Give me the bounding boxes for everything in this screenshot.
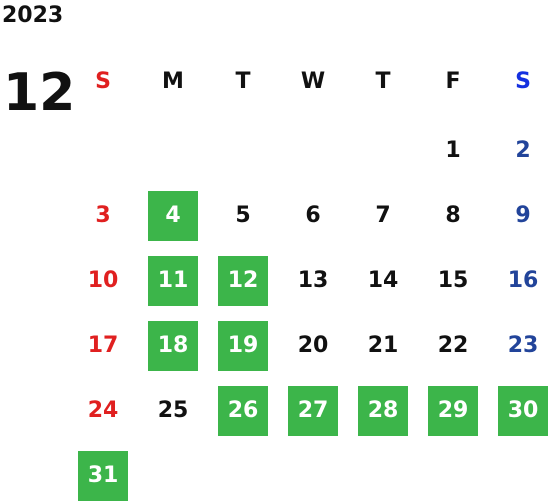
day: 16 [507, 268, 539, 293]
day: 13 [297, 268, 329, 293]
highlighted-day: 31 [78, 451, 128, 501]
day: 20 [297, 333, 329, 358]
day: 2 [515, 138, 531, 163]
month: 12 [3, 63, 76, 123]
weekday-label: T [235, 69, 251, 94]
weekday-label: T [375, 69, 391, 94]
day: 21 [367, 333, 399, 358]
day: 5 [235, 203, 251, 228]
highlighted-day: 18 [148, 321, 198, 371]
day: 3 [95, 203, 111, 228]
weekday-label: F [445, 69, 461, 94]
highlighted-day: 28 [358, 386, 408, 436]
highlighted-day: 29 [428, 386, 478, 436]
day: 17 [87, 333, 119, 358]
day: 25 [157, 398, 189, 423]
weekday-label: M [162, 69, 184, 94]
day: 10 [87, 268, 119, 293]
day: 15 [437, 268, 469, 293]
day: 1 [445, 138, 461, 163]
day: 6 [305, 203, 321, 228]
day: 9 [515, 203, 531, 228]
day: 7 [375, 203, 391, 228]
year: 2023 [2, 3, 64, 28]
day: 14 [367, 268, 399, 293]
weekday-label: W [300, 69, 326, 94]
day: 24 [87, 398, 119, 423]
highlighted-day: 11 [148, 256, 198, 306]
highlighted-day: 27 [288, 386, 338, 436]
day: 23 [507, 333, 539, 358]
weekday-label: S [95, 69, 111, 94]
day: 22 [437, 333, 469, 358]
weekday-label: S [515, 69, 531, 94]
highlighted-day: 12 [218, 256, 268, 306]
highlighted-day: 26 [218, 386, 268, 436]
highlighted-day: 19 [218, 321, 268, 371]
highlighted-day: 30 [498, 386, 548, 436]
highlighted-day: 4 [148, 191, 198, 241]
day: 8 [445, 203, 461, 228]
